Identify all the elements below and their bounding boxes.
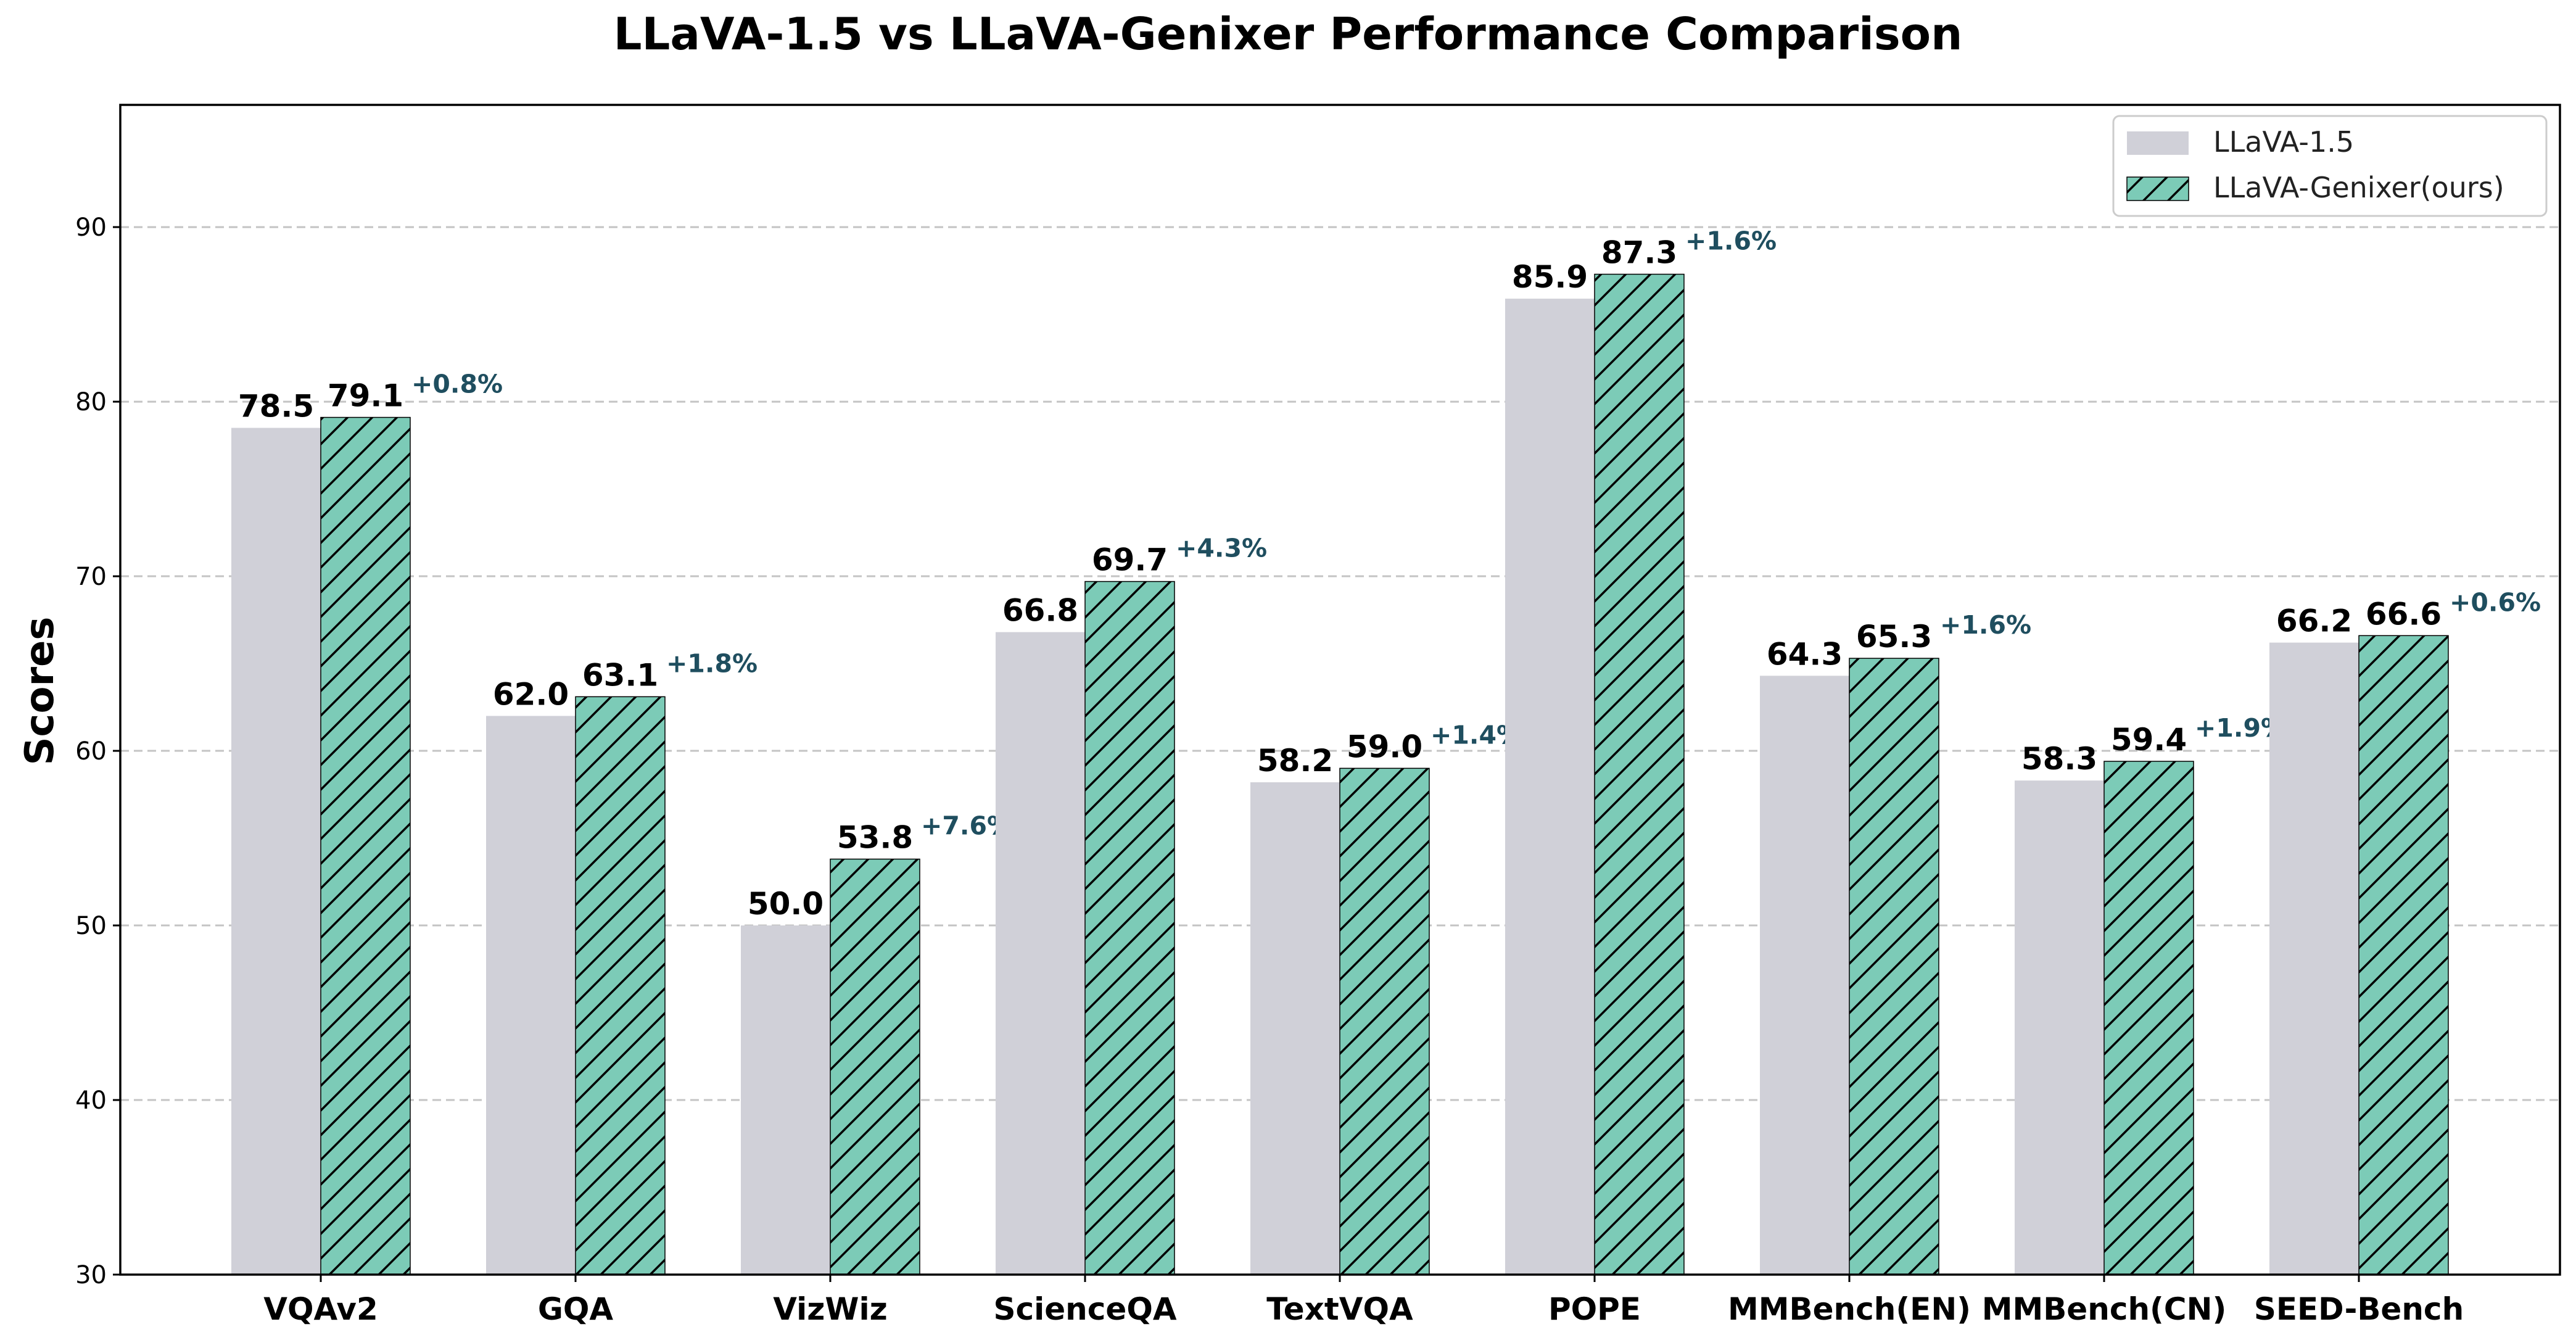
legend-swatch <box>2127 131 2189 155</box>
legend-label: LLaVA-1.5 <box>2213 125 2354 159</box>
bar-value-label: 62.0 <box>493 676 569 712</box>
bar-llava-genixer <box>2103 761 2194 1275</box>
bar-llava-1.5 <box>1250 782 1340 1275</box>
improvement-label: +4.3% <box>1176 534 1267 563</box>
bar-value-label: 66.2 <box>2276 603 2352 639</box>
bar-value-label: 87.3 <box>1601 234 1677 270</box>
y-tick-label: 90 <box>75 213 107 242</box>
bar-llava-genixer <box>1594 273 1685 1275</box>
bar-value-label: 53.8 <box>837 819 913 855</box>
bar-llava-1.5 <box>741 925 830 1275</box>
legend-box <box>2112 115 2548 217</box>
y-tick-label: 50 <box>75 912 107 940</box>
bar-llava-1.5 <box>486 716 576 1275</box>
x-tick-label: VQAv2 <box>263 1291 378 1327</box>
x-tick-label: MMBench(EN) <box>1728 1291 1971 1327</box>
legend: LLaVA-1.5 LLaVA-Genixer(ours) <box>2112 115 2548 217</box>
x-tick-label: VizWiz <box>773 1291 887 1327</box>
bar-llava-1.5 <box>996 632 1085 1275</box>
bar-llava-1.5 <box>2269 642 2359 1275</box>
bar-llava-1.5 <box>1760 676 1849 1275</box>
bar-value-label: 85.9 <box>1512 259 1588 295</box>
bar-value-label: 69.7 <box>1092 542 1168 578</box>
bar-llava-genixer <box>830 858 920 1275</box>
bar-llava-genixer <box>1339 767 1430 1275</box>
x-tick-label: ScienceQA <box>993 1291 1176 1327</box>
bar-llava-genixer <box>1084 581 1175 1275</box>
x-axis-ticks: VQAv2 GQA VizWiz ScienceQA TextVQA POPE MMBenc… <box>263 1275 2464 1327</box>
bar-value-label: 78.5 <box>238 389 314 424</box>
y-tick-label: 40 <box>75 1086 107 1115</box>
bar-llava-genixer <box>1849 658 1939 1275</box>
bar-value-label: 59.0 <box>1347 729 1422 764</box>
bar-llava-genixer <box>2358 635 2449 1275</box>
y-axis-ticks: 30 40 50 60 70 80 90 <box>75 213 120 1289</box>
axes-frame <box>119 104 2561 1276</box>
bar-llava-1.5 <box>2015 780 2104 1275</box>
x-tick-label: TextVQA <box>1266 1291 1413 1327</box>
chart-title: LLaVA-1.5 vs LLaVA-Genixer Performance C… <box>614 8 1963 60</box>
bar-value-label: 59.4 <box>2111 722 2187 758</box>
bar-value-label: 65.3 <box>1856 619 1932 655</box>
y-tick-label: 60 <box>75 737 107 766</box>
y-tick-label: 80 <box>75 388 107 416</box>
bar-value-label: 58.2 <box>1257 743 1333 779</box>
bar-llava-genixer <box>575 696 666 1275</box>
bar-value-label: 79.1 <box>328 378 403 414</box>
bar-llava-genixer <box>320 416 411 1275</box>
y-tick-label: 30 <box>75 1261 107 1289</box>
bar-value-label: 50.0 <box>748 886 824 922</box>
bar-llava-1.5 <box>1505 299 1595 1275</box>
x-tick-label: POPE <box>1548 1291 1641 1327</box>
bar-value-label: 64.3 <box>1767 636 1843 672</box>
improvement-label: +1.6% <box>1685 226 1777 255</box>
bar-value-label: 66.8 <box>1002 593 1078 629</box>
y-tick-label: 70 <box>75 563 107 591</box>
legend-swatch <box>2126 176 2189 201</box>
x-tick-label: MMBench(CN) <box>1982 1291 2227 1327</box>
improvement-label: +0.6% <box>2450 587 2541 617</box>
bar-llava-1.5 <box>231 428 321 1275</box>
y-axis-label: Scores <box>17 616 63 765</box>
x-tick-label: SEED-Bench <box>2254 1291 2464 1327</box>
x-tick-label: GQA <box>538 1291 614 1327</box>
improvement-label: +1.6% <box>1940 610 2031 640</box>
bar-value-label: 63.1 <box>582 657 658 693</box>
bars: 78.5 79.1 +0.8%62.063.1 +1.8%50.053.8 +7.6%6… <box>231 226 2541 1275</box>
bar-value-label: 66.6 <box>2366 596 2442 632</box>
legend-label: LLaVA-Genixer(ours) <box>2213 171 2504 204</box>
improvement-label: +0.8% <box>411 370 503 399</box>
improvement-label: +1.8% <box>666 648 758 678</box>
bar-value-label: 58.3 <box>2021 741 2097 777</box>
